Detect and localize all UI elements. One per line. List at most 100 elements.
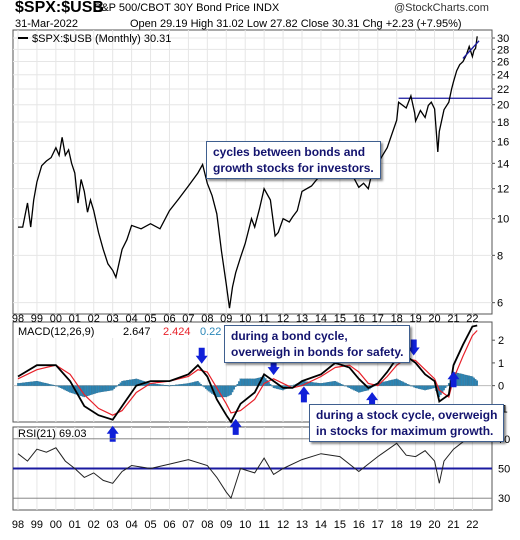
macd-tick-label: 0 [498, 381, 504, 393]
histogram-bar [122, 380, 125, 386]
histogram-bar [189, 382, 191, 386]
buy-arrow [297, 386, 310, 403]
histogram-bar [197, 380, 199, 386]
buy-arrow [447, 371, 460, 388]
histogram-bar [277, 385, 280, 390]
histogram-bar [195, 381, 198, 386]
histogram-bar [457, 373, 460, 386]
histogram-bar [271, 385, 273, 387]
macd-line [17, 324, 478, 424]
x-tick-label-upper: 98 [12, 313, 24, 325]
price-note-line-1: cycles between bonds and [213, 145, 366, 159]
histogram-bar [133, 378, 136, 386]
histogram-bar [92, 385, 95, 395]
histogram-bar [99, 385, 101, 393]
histogram-bar [51, 384, 54, 386]
histogram-bar [329, 381, 332, 386]
x-tick-label-upper: 11 [258, 313, 269, 325]
histogram-bar [173, 384, 175, 386]
histogram-bar [222, 385, 224, 398]
histogram-bar [228, 385, 231, 396]
histogram-bar [238, 381, 240, 386]
histogram-bar [362, 385, 365, 392]
histogram-bar [474, 379, 477, 386]
histogram-bar [343, 385, 346, 387]
histogram-bar [45, 383, 48, 386]
histogram-bar [424, 385, 426, 391]
histogram-bar [274, 385, 276, 389]
histogram-bar [121, 380, 123, 386]
histogram-bar [315, 382, 318, 386]
rsi-legend: RSI(21) 69.03 [18, 428, 86, 440]
histogram-bar [326, 382, 329, 386]
histogram-bar [187, 383, 190, 386]
histogram-bar [405, 383, 407, 386]
histogram-bar [179, 384, 182, 386]
watermark: @StockCharts.com [394, 2, 489, 14]
histogram-bar [96, 385, 98, 394]
rsi-tick-label: 30 [498, 493, 510, 505]
histogram-bar [47, 383, 49, 386]
x-tick-label-upper: 09 [220, 313, 232, 325]
low-value: 27.82 [270, 18, 298, 30]
x-tick-label-upper: 16 [353, 313, 365, 325]
histogram-bar [108, 385, 111, 391]
x-tick-label-lower: 03 [107, 519, 119, 531]
histogram-bar [310, 382, 313, 386]
x-tick-label-upper: 10 [239, 313, 251, 325]
price-tick-label: 14 [497, 158, 509, 170]
histogram-bar [105, 385, 108, 392]
price-tick-label: 30 [497, 33, 509, 45]
histogram-bar [40, 382, 43, 386]
histogram-bar [58, 385, 60, 388]
histogram-bar [391, 379, 393, 386]
histogram-bar [427, 385, 430, 390]
histogram-bar [419, 385, 422, 390]
histogram-bar [388, 380, 390, 386]
x-tick-label-upper: 08 [201, 313, 213, 325]
histogram-bar [178, 384, 180, 386]
histogram-bar [37, 381, 40, 386]
histogram-bar [244, 378, 247, 386]
histogram-bar [152, 383, 155, 386]
histogram-bar [170, 385, 172, 387]
histogram-bar [242, 378, 245, 386]
histogram-bar [400, 380, 403, 386]
macd-legend-name: MACD(12,26,9) [18, 326, 94, 338]
x-tick-label-lower: 19 [409, 519, 421, 531]
x-tick-label-lower: 12 [277, 519, 289, 531]
histogram-bar [67, 385, 70, 392]
histogram-bar [471, 376, 474, 386]
histogram-bar [97, 385, 100, 393]
x-tick-label-upper: 00 [50, 313, 62, 325]
histogram-bar [70, 385, 73, 394]
histogram-bar [266, 380, 269, 386]
x-tick-label-lower: 20 [428, 519, 440, 531]
price-tick-label: 26 [497, 57, 509, 69]
histogram-bar [417, 385, 420, 389]
histogram-bar [21, 382, 24, 386]
histogram-bar [307, 381, 310, 386]
histogram-bar [241, 378, 243, 386]
histogram-bar [389, 380, 392, 386]
x-tick-label-lower: 01 [69, 519, 81, 531]
histogram-bar [354, 385, 357, 392]
histogram-bar [85, 385, 87, 397]
histogram-bar [337, 382, 340, 386]
histogram-bar [138, 379, 141, 386]
histogram-bar [351, 385, 354, 390]
x-tick-label-upper: 05 [144, 313, 156, 325]
histogram-bar [432, 385, 434, 389]
price-tick-label: 22 [497, 84, 509, 96]
histogram-bar [462, 374, 464, 386]
histogram-bar [414, 385, 417, 389]
histogram-bar [410, 385, 412, 387]
histogram-bar [206, 385, 209, 391]
histogram-bar [394, 379, 396, 386]
histogram-bar [421, 385, 423, 390]
macd-signal-line [17, 330, 478, 416]
histogram-bar [386, 380, 389, 386]
histogram-bar [334, 380, 336, 386]
x-tick-label-lower: 18 [391, 519, 403, 531]
